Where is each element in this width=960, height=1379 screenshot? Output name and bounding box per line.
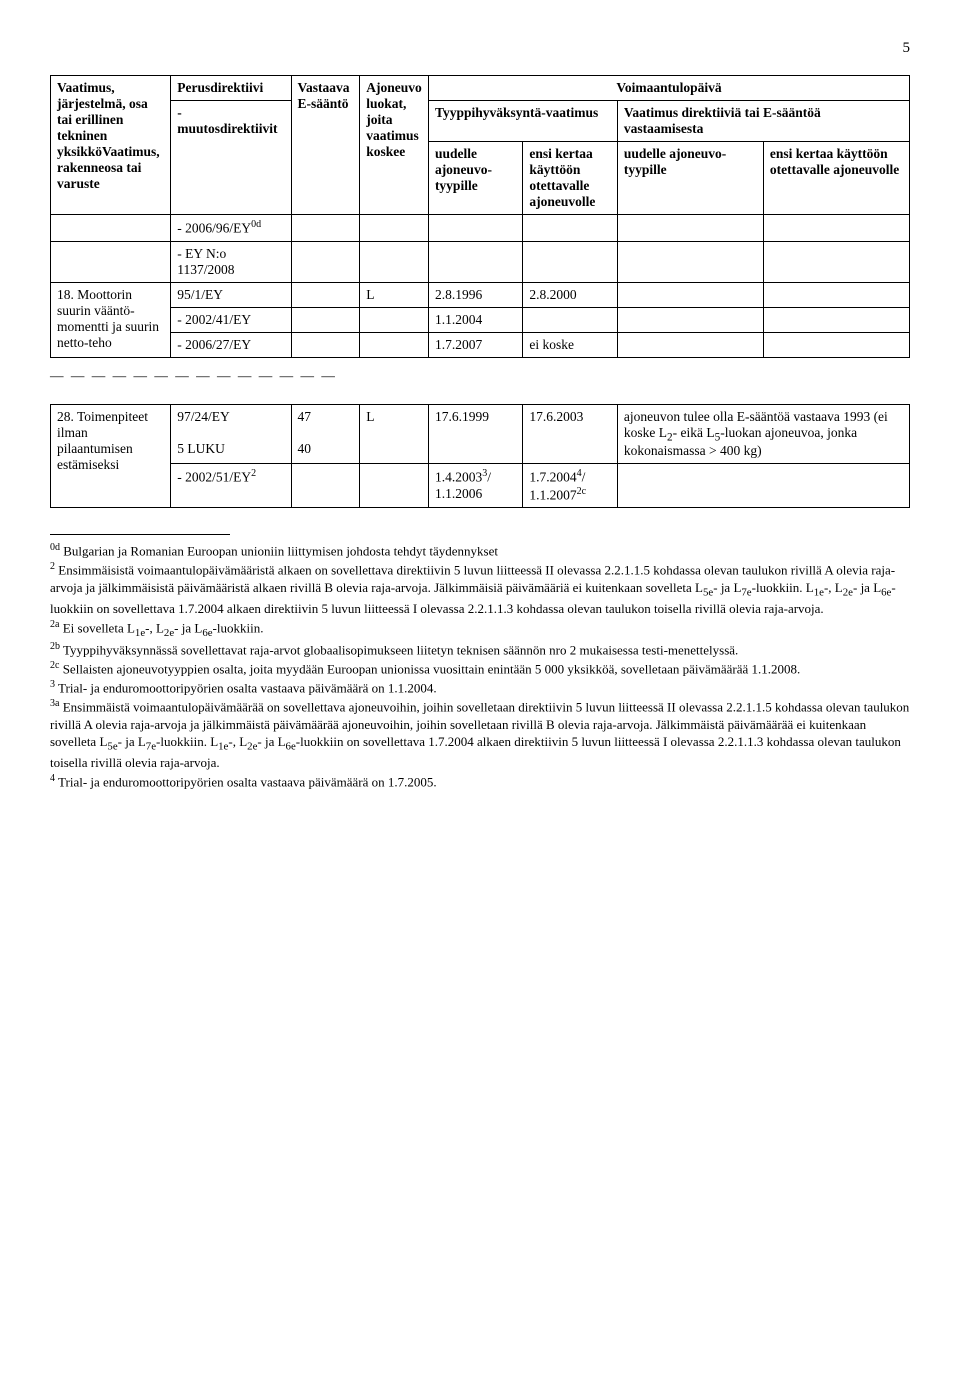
directive-cell: - 2006/96/EY0d: [171, 215, 291, 242]
header-vastaava: Vastaava E-sääntö: [291, 76, 360, 215]
table-header-row: Vaatimus, järjestelmä, osa tai erillinen…: [51, 76, 910, 101]
date-cell: ei koske: [523, 332, 617, 357]
date-cell: 1.7.2007: [428, 332, 522, 357]
note-cell: ajoneuvon tulee olla E-sääntöä vastaava …: [617, 404, 909, 464]
table-row: 18. Moottorin suurin vääntö-momentti ja …: [51, 282, 910, 307]
footnote-3a: 3a Ensimmäistä voimaantulopäivämäärää on…: [50, 697, 910, 772]
date-cell: 2.8.2000: [523, 282, 617, 307]
header-muutos: - muutosdirektiivit: [171, 101, 291, 215]
class-cell: L: [360, 282, 429, 307]
directive-cell: - 2006/27/EY: [171, 332, 291, 357]
table-row: - 2002/41/EY 1.1.2004: [51, 307, 910, 332]
header-tyyppi: Tyyppihyväksyntä-vaatimus: [428, 101, 617, 142]
footnote-2a: 2a Ei sovelleta L1e-, L2e- ja L6e-luokki…: [50, 618, 910, 641]
footnote-2: 2 Ensimmäisistä voimaantulopäivämääristä…: [50, 560, 910, 618]
date-cell: 1.1.2004: [428, 307, 522, 332]
header-ensi2: ensi kertaa käyttöön otettavalle ajoneuv…: [763, 142, 909, 215]
table-row: 28. Toimenpiteet ilman pilaantumisen est…: [51, 404, 910, 464]
header-requirement: Vaatimus, järjestelmä, osa tai erillinen…: [51, 76, 171, 215]
requirement-cell: 18. Moottorin suurin vääntö-momentti ja …: [51, 282, 171, 357]
date-cell: 2.8.1996: [428, 282, 522, 307]
directive-cell: - 2002/51/EY2: [171, 464, 291, 508]
header-voimaantulo: Voimaantulopäivä: [428, 76, 909, 101]
directive-cell: - 2002/41/EY: [171, 307, 291, 332]
date-cell: 17.6.2003: [523, 404, 617, 464]
date-cell: 1.7.20044/ 1.1.20072c: [523, 464, 617, 508]
separator-dashes: — — — — — — — — — — — — — —: [50, 358, 910, 404]
date-cell: 17.6.1999: [428, 404, 522, 464]
header-vaatimus: Vaatimus direktiiviä tai E-sääntöä vasta…: [617, 101, 909, 142]
header-ajoneuvo: Ajoneuvoluokat, joita vaatimus koskee: [360, 76, 429, 215]
header-uudelle1: uudelle ajoneuvo-tyypille: [428, 142, 522, 215]
header-uudelle2: uudelle ajoneuvo-tyypille: [617, 142, 763, 215]
footnote-3: 3 Trial- ja enduromoottoripyörien osalta…: [50, 678, 910, 697]
table-row: - 2002/51/EY2 1.4.20033/ 1.1.2006 1.7.20…: [51, 464, 910, 508]
requirements-table-2: 28. Toimenpiteet ilman pilaantumisen est…: [50, 404, 910, 509]
directive-cell: - EY N:o 1137/2008: [171, 241, 291, 282]
requirement-cell: 28. Toimenpiteet ilman pilaantumisen est…: [51, 404, 171, 508]
rule-cell: 47 40: [291, 404, 360, 464]
table-row: - 2006/96/EY0d: [51, 215, 910, 242]
footnotes: 0d Bulgarian ja Romanian Euroopan unioni…: [50, 534, 910, 791]
table-row: - EY N:o 1137/2008: [51, 241, 910, 282]
requirements-table-1: Vaatimus, järjestelmä, osa tai erillinen…: [50, 75, 910, 358]
table-row: - 2006/27/EY 1.7.2007 ei koske: [51, 332, 910, 357]
page-number: 5: [50, 40, 910, 57]
footnote-2b: 2b Tyyppihyväksynnässä sovellettavat raj…: [50, 640, 910, 659]
footnote-2c: 2c Sellaisten ajoneuvotyyppien osalta, j…: [50, 659, 910, 678]
directive-cell: 95/1/EY: [171, 282, 291, 307]
class-cell: L: [360, 404, 429, 464]
footnote-4: 4 Trial- ja enduromoottoripyörien osalta…: [50, 772, 910, 791]
table-header-row: - muutosdirektiivit Tyyppihyväksyntä-vaa…: [51, 101, 910, 142]
footnote-0d: 0d Bulgarian ja Romanian Euroopan unioni…: [50, 541, 910, 560]
header-perusdir: Perusdirektiivi: [171, 76, 291, 101]
header-ensi1: ensi kertaa käyttöön otettavalle ajoneuv…: [523, 142, 617, 215]
directive-cell: 97/24/EY 5 LUKU: [171, 404, 291, 464]
date-cell: 1.4.20033/ 1.1.2006: [428, 464, 522, 508]
